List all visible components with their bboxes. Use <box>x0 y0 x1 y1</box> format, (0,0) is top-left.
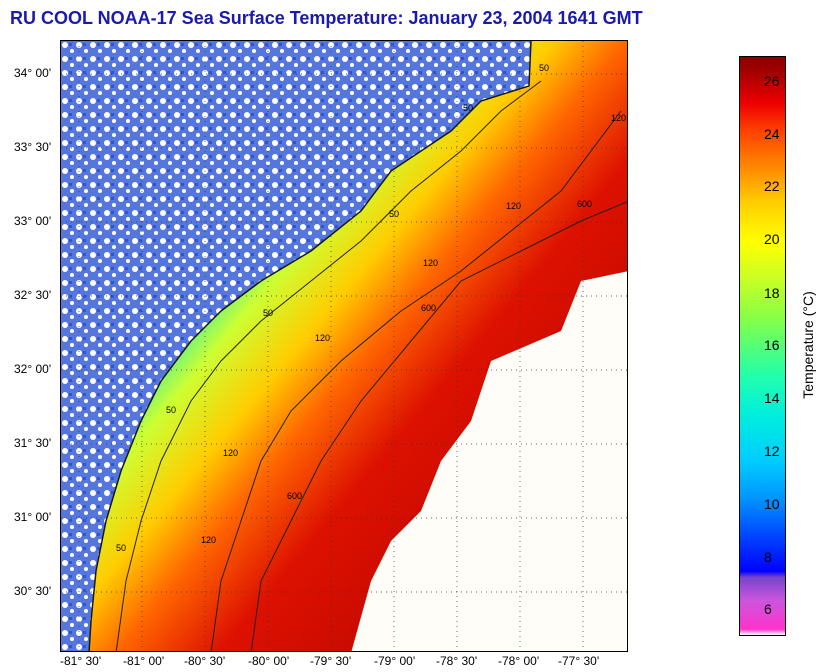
contour-label: 50 <box>389 209 399 219</box>
isobath-50 <box>115 80 542 651</box>
sst-map: 50 50 50 50 50 50 120 120 120 120 120 12… <box>60 40 628 652</box>
colorbar-tick: 6 <box>764 601 772 617</box>
contour-label: 50 <box>166 405 176 415</box>
lon-label: -81° 00' <box>123 654 165 668</box>
lat-label: 34° 00' <box>14 66 52 80</box>
contour-label: 50 <box>539 63 549 73</box>
colorbar-tick: 18 <box>764 285 780 301</box>
colorbar-tick: 24 <box>764 126 780 142</box>
lon-label: -79° 00' <box>374 654 416 668</box>
lat-label: 33° 30' <box>14 140 52 154</box>
colorbar-tick: 16 <box>764 337 780 353</box>
contour-labels: 50 50 50 50 50 50 120 120 120 120 120 12… <box>116 63 626 553</box>
isobath-600 <box>250 201 627 651</box>
lon-label: -78° 00' <box>498 654 540 668</box>
contour-label: 600 <box>287 491 302 501</box>
lon-label: -77° 30' <box>558 654 600 668</box>
colorbar-label: Temperature (°C) <box>800 291 816 399</box>
colorbar-tick: 10 <box>764 496 780 512</box>
colorbar-tick: 12 <box>764 443 780 459</box>
lon-label: -80° 30' <box>184 654 226 668</box>
colorbar-tick: 26 <box>764 73 780 89</box>
land-area <box>61 41 531 651</box>
graticule <box>61 41 627 651</box>
contour-label: 50 <box>463 103 473 113</box>
contour-label: 120 <box>223 448 238 458</box>
lon-label: -78° 30' <box>436 654 478 668</box>
lon-label: -81° 30' <box>60 654 102 668</box>
colorbar-tick: 20 <box>764 231 780 247</box>
contour-label: 50 <box>263 308 273 318</box>
no-data-region <box>351 271 627 651</box>
lat-label: 31° 00' <box>14 510 52 524</box>
contour-label: 50 <box>116 543 126 553</box>
contour-label: 120 <box>611 113 626 123</box>
lat-label: 30° 30' <box>14 584 52 598</box>
colorbar-tick: 8 <box>764 549 772 565</box>
temperature-colorbar <box>739 56 786 636</box>
contour-label: 600 <box>577 199 592 209</box>
map-title: RU COOL NOAA-17 Sea Surface Temperature:… <box>10 8 643 28</box>
isobath-120 <box>210 110 622 651</box>
contour-label: 120 <box>201 535 216 545</box>
sst-map-canvas: 50 50 50 50 50 50 120 120 120 120 120 12… <box>61 41 627 651</box>
colorbar-tick: 22 <box>764 178 780 194</box>
contour-label: 120 <box>506 201 521 211</box>
lat-label: 33° 00' <box>14 214 52 228</box>
lon-label: -80° 00' <box>248 654 290 668</box>
contour-label: 120 <box>423 258 438 268</box>
lat-label: 32° 30' <box>14 288 52 302</box>
coastline <box>88 41 532 651</box>
lat-label: 32° 00' <box>14 362 52 376</box>
colorbar-tick: 14 <box>764 390 780 406</box>
contour-label: 120 <box>315 333 330 343</box>
lat-label: 31° 30' <box>14 436 52 450</box>
lon-label: -79° 30' <box>310 654 352 668</box>
contour-label: 600 <box>421 303 436 313</box>
